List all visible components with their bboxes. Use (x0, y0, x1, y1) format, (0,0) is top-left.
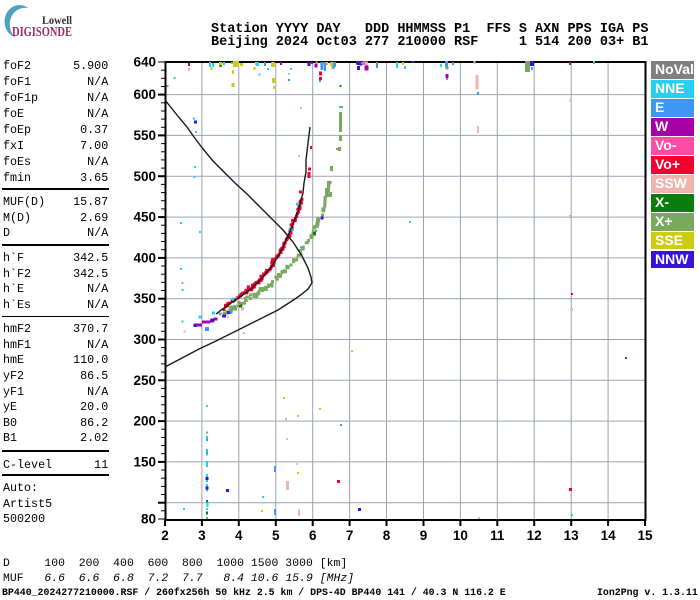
svg-text:9: 9 (420, 528, 428, 543)
svg-text:7: 7 (346, 528, 354, 543)
svg-text:150: 150 (133, 454, 156, 469)
svg-text:600: 600 (133, 87, 156, 102)
svg-text:350: 350 (133, 291, 156, 306)
svg-text:8: 8 (383, 528, 391, 543)
svg-text:640: 640 (133, 55, 156, 70)
svg-text:14: 14 (601, 528, 617, 543)
svg-text:3: 3 (198, 528, 206, 543)
svg-text:5: 5 (272, 528, 280, 543)
svg-text:13: 13 (564, 528, 580, 543)
svg-text:15: 15 (637, 528, 653, 543)
svg-text:2: 2 (161, 528, 169, 543)
svg-text:6: 6 (309, 528, 317, 543)
svg-text:550: 550 (133, 128, 156, 143)
svg-text:250: 250 (133, 373, 156, 388)
svg-text:300: 300 (133, 332, 156, 347)
svg-text:10: 10 (453, 528, 468, 543)
svg-text:500: 500 (133, 169, 156, 184)
svg-text:12: 12 (527, 528, 542, 543)
svg-text:450: 450 (133, 210, 156, 225)
svg-text:80: 80 (141, 512, 156, 527)
svg-text:Lowell: Lowell (42, 13, 73, 27)
svg-text:DIGISONDE: DIGISONDE (12, 24, 72, 39)
svg-text:11: 11 (490, 528, 505, 543)
svg-text:200: 200 (133, 414, 156, 429)
svg-text:4: 4 (235, 528, 243, 543)
svg-text:400: 400 (133, 250, 156, 265)
